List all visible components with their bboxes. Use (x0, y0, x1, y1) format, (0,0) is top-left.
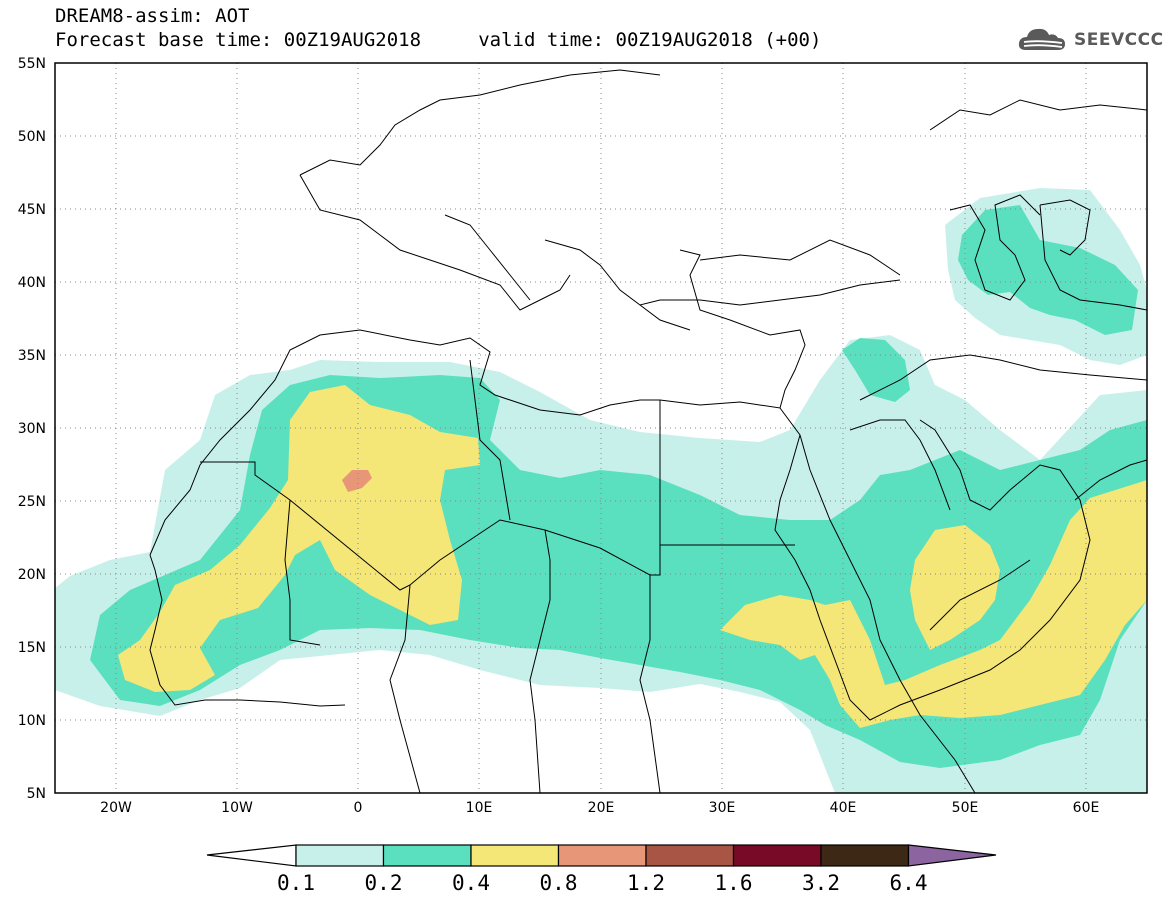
coastlines-borders (149, 69, 1147, 793)
grid-lines (55, 63, 1147, 793)
aot-field-0.2-iraq (842, 338, 910, 402)
cloud-logo-icon (1018, 28, 1065, 50)
lat-label: 55N (18, 56, 46, 72)
lat-label: 10N (18, 713, 46, 729)
aot-field-0.8 (342, 470, 372, 492)
lat-label: 50N (18, 129, 46, 145)
lon-label: 10E (466, 800, 493, 816)
lat-label: 25N (18, 494, 46, 510)
lon-label: 30E (709, 800, 736, 816)
latitude-labels: 55N 50N 45N 40N 35N 30N 25N 20N 15N 10N … (18, 56, 46, 802)
lon-label: 50E (952, 800, 979, 816)
aot-field-0.4-oman (910, 525, 1000, 650)
lat-label: 5N (27, 786, 46, 802)
lat-label: 45N (18, 202, 46, 218)
forecast-time-line: Forecast base time: 00Z19AUG2018 valid t… (55, 29, 822, 51)
lon-label: 20E (588, 800, 615, 816)
lon-label: 20W (100, 800, 132, 816)
lon-label: 0 (354, 800, 363, 816)
lat-label: 20N (18, 567, 46, 583)
aot-field-0.4-arabia (720, 480, 1147, 728)
lon-label: 40E (830, 800, 857, 816)
lat-label: 30N (18, 421, 46, 437)
logo-text: SEEVCCC (1074, 30, 1164, 50)
aot-field-0.4-sahara (118, 385, 480, 692)
lon-label: 10W (221, 800, 253, 816)
longitude-labels: 20W 10W 0 10E 20E 30E 40E 50E 60E (100, 800, 1099, 816)
lat-label: 35N (18, 348, 46, 364)
lat-label: 15N (18, 640, 46, 656)
map-title: DREAM8-assim: AOT (55, 5, 250, 27)
map-frame (54, 62, 1148, 794)
seevccc-logo: SEEVCCC (1018, 26, 1164, 54)
lon-label: 60E (1073, 800, 1100, 816)
aot-field-0.2-caspian (958, 205, 1138, 335)
lat-label: 40N (18, 275, 46, 291)
